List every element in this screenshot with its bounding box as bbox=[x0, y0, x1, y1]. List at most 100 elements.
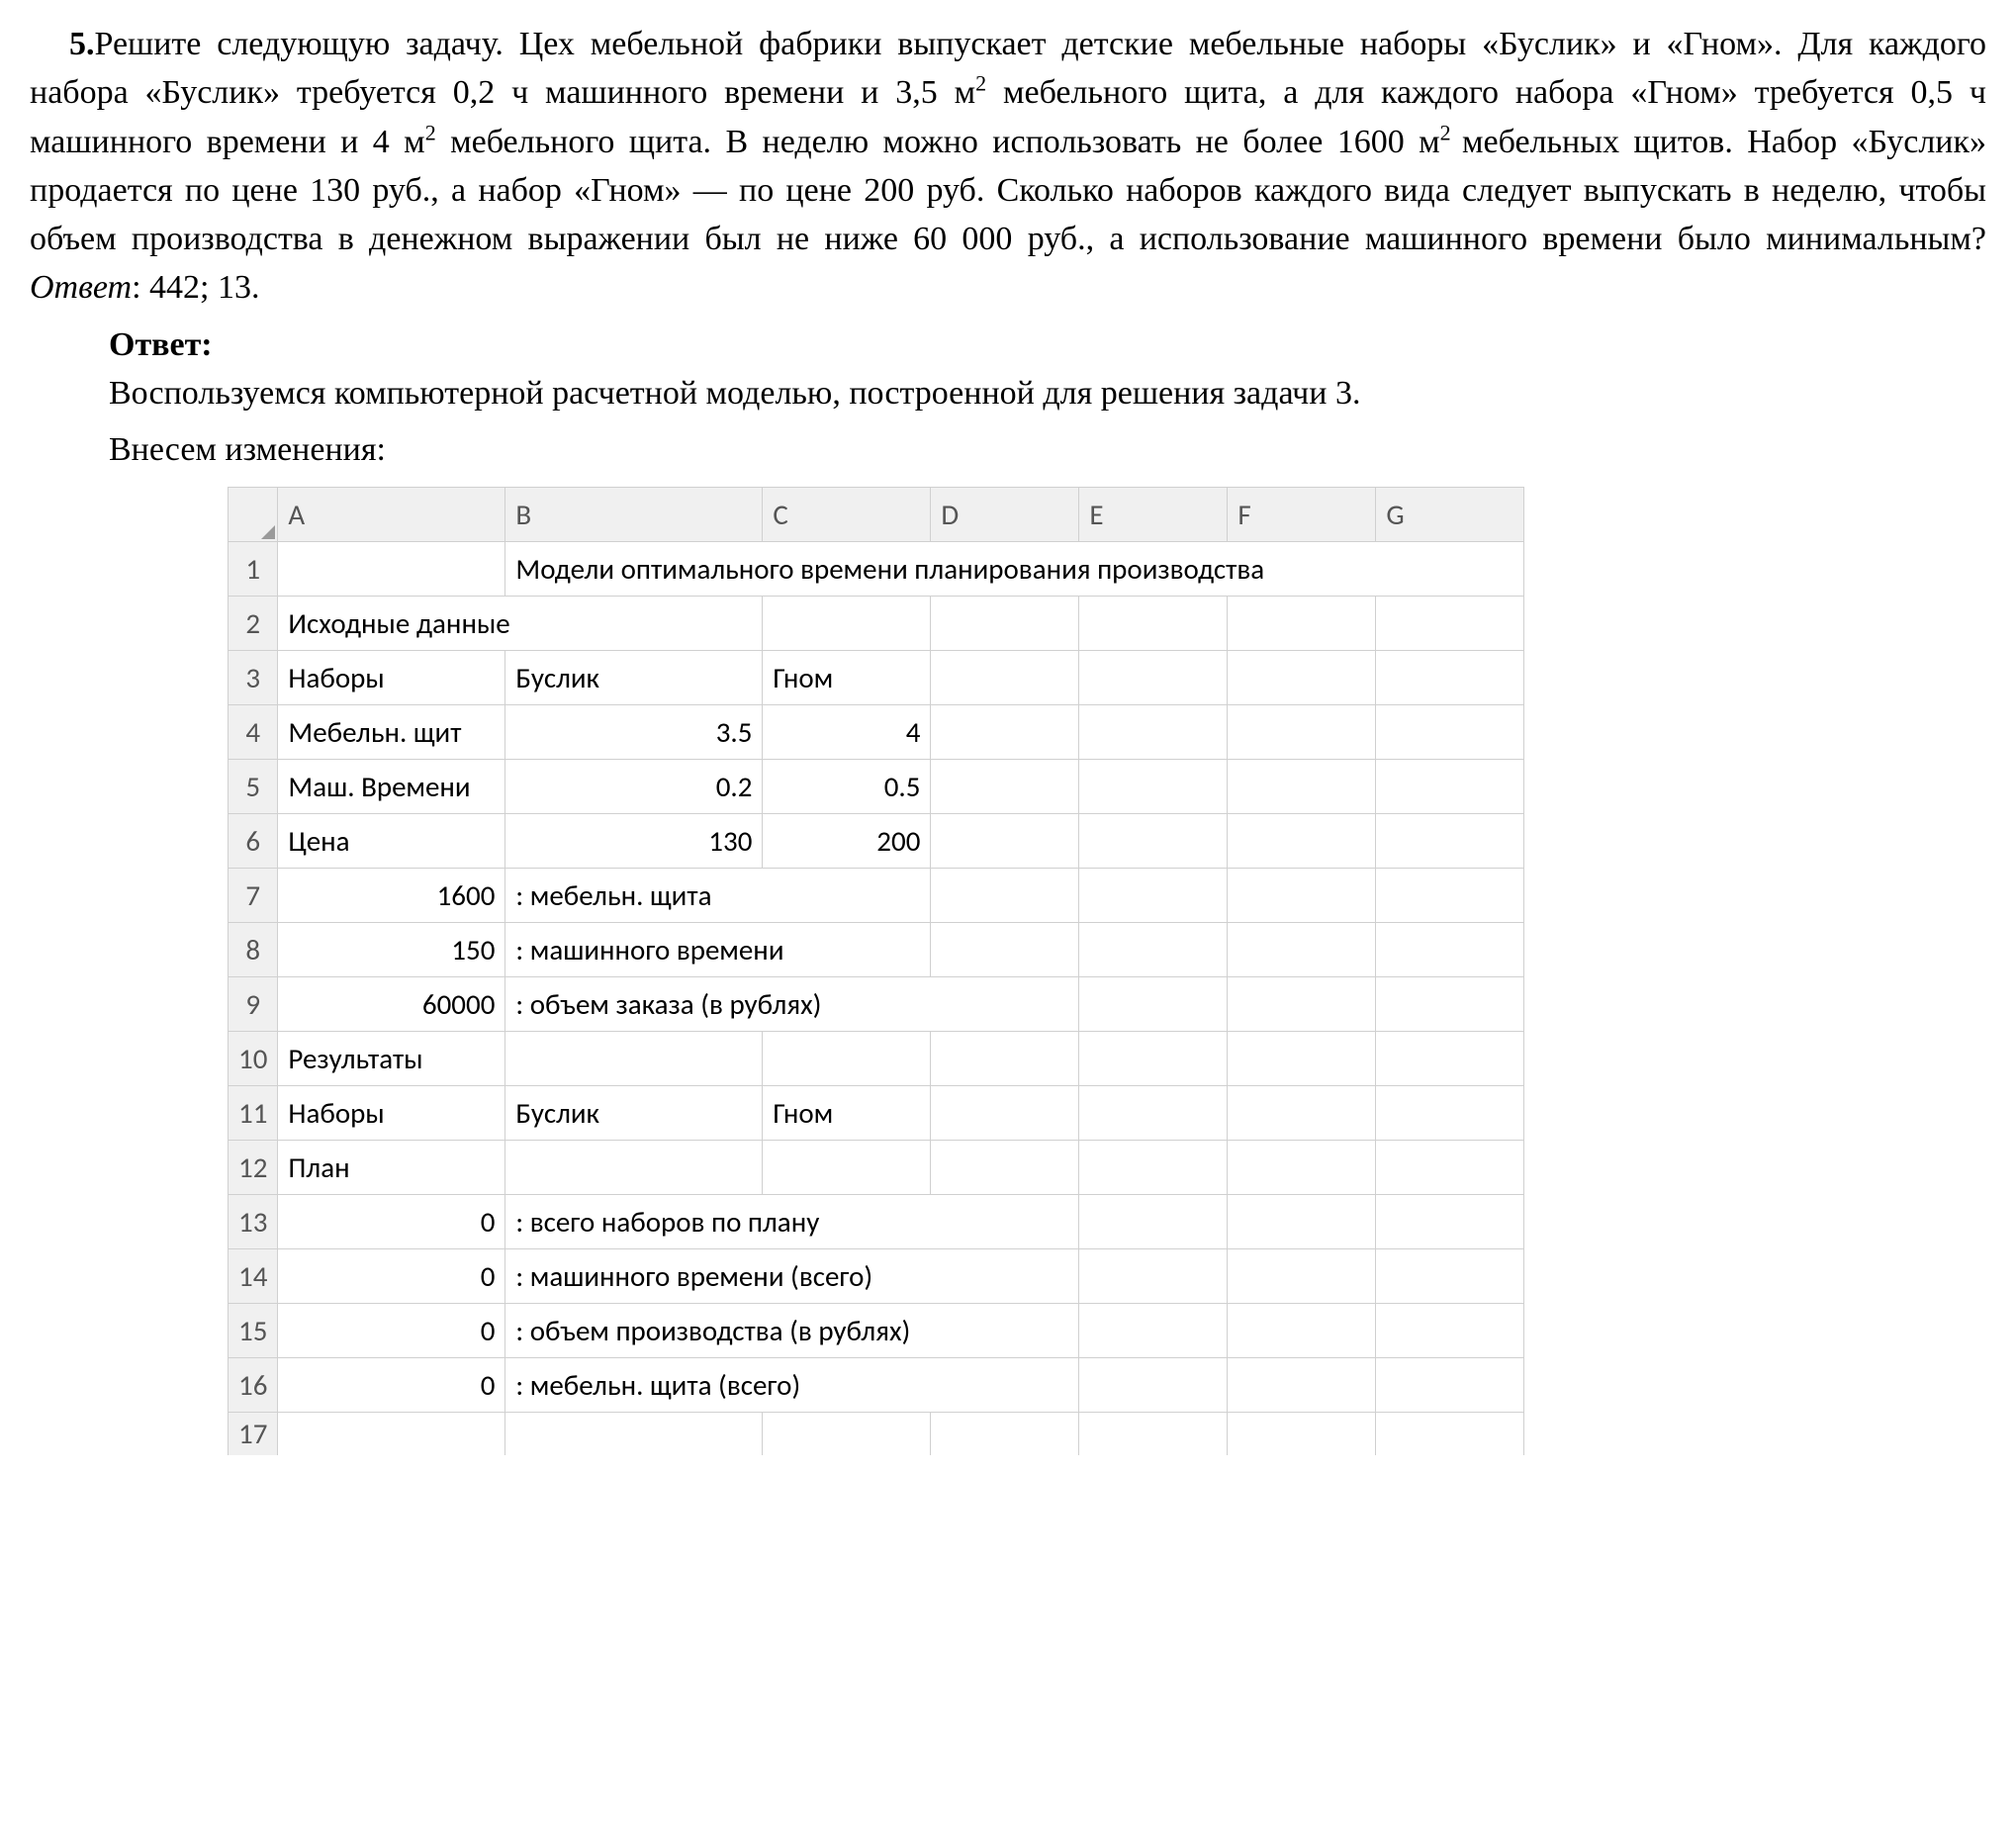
cell-G11[interactable] bbox=[1376, 1086, 1524, 1141]
cell-F14[interactable] bbox=[1228, 1249, 1376, 1304]
cell-C12[interactable] bbox=[763, 1141, 931, 1195]
cell-A4[interactable]: Мебельн. щит bbox=[278, 704, 505, 759]
col-header-A[interactable]: A bbox=[278, 487, 505, 541]
cell-A10[interactable]: Результаты bbox=[278, 1032, 505, 1086]
cell-E6[interactable] bbox=[1079, 813, 1228, 868]
cell-E13[interactable] bbox=[1079, 1195, 1228, 1249]
row-header-1[interactable]: 1 bbox=[229, 541, 278, 596]
cell-B16[interactable]: : мебельн. щита (всего) bbox=[505, 1358, 1079, 1413]
cell-C3[interactable]: Гном bbox=[763, 650, 931, 704]
cell-A11[interactable]: Наборы bbox=[278, 1086, 505, 1141]
cell-G10[interactable] bbox=[1376, 1032, 1524, 1086]
cell-G15[interactable] bbox=[1376, 1304, 1524, 1358]
cell-G16[interactable] bbox=[1376, 1358, 1524, 1413]
cell-F11[interactable] bbox=[1228, 1086, 1376, 1141]
cell-F3[interactable] bbox=[1228, 650, 1376, 704]
cell-F2[interactable] bbox=[1228, 596, 1376, 650]
cell-F6[interactable] bbox=[1228, 813, 1376, 868]
cell-A2[interactable]: Исходные данные bbox=[278, 596, 763, 650]
cell-E3[interactable] bbox=[1079, 650, 1228, 704]
cell-E4[interactable] bbox=[1079, 704, 1228, 759]
cell-A7[interactable]: 1600 bbox=[278, 869, 505, 923]
select-all-corner[interactable] bbox=[229, 487, 278, 541]
cell-F15[interactable] bbox=[1228, 1304, 1376, 1358]
row-header-3[interactable]: 3 bbox=[229, 650, 278, 704]
cell-D11[interactable] bbox=[931, 1086, 1079, 1141]
cell-G6[interactable] bbox=[1376, 813, 1524, 868]
cell-D10[interactable] bbox=[931, 1032, 1079, 1086]
cell-C10[interactable] bbox=[763, 1032, 931, 1086]
cell-D17[interactable] bbox=[931, 1413, 1079, 1455]
row-header-17[interactable]: 17 bbox=[229, 1413, 278, 1455]
cell-A17[interactable] bbox=[278, 1413, 505, 1455]
cell-G14[interactable] bbox=[1376, 1249, 1524, 1304]
row-header-6[interactable]: 6 bbox=[229, 813, 278, 868]
cell-G4[interactable] bbox=[1376, 704, 1524, 759]
cell-B3[interactable]: Буслик bbox=[505, 650, 763, 704]
cell-F10[interactable] bbox=[1228, 1032, 1376, 1086]
cell-E11[interactable] bbox=[1079, 1086, 1228, 1141]
cell-B7[interactable]: : мебельн. щита bbox=[505, 869, 931, 923]
cell-A5[interactable]: Маш. Времени bbox=[278, 759, 505, 813]
cell-F12[interactable] bbox=[1228, 1141, 1376, 1195]
cell-G9[interactable] bbox=[1376, 977, 1524, 1032]
cell-C5[interactable]: 0.5 bbox=[763, 759, 931, 813]
col-header-C[interactable]: C bbox=[763, 487, 931, 541]
cell-B6[interactable]: 130 bbox=[505, 813, 763, 868]
cell-C6[interactable]: 200 bbox=[763, 813, 931, 868]
cell-B10[interactable] bbox=[505, 1032, 763, 1086]
cell-A8[interactable]: 150 bbox=[278, 923, 505, 977]
cell-E17[interactable] bbox=[1079, 1413, 1228, 1455]
cell-B11[interactable]: Буслик bbox=[505, 1086, 763, 1141]
cell-F17[interactable] bbox=[1228, 1413, 1376, 1455]
cell-G3[interactable] bbox=[1376, 650, 1524, 704]
cell-F9[interactable] bbox=[1228, 977, 1376, 1032]
cell-A3[interactable]: Наборы bbox=[278, 650, 505, 704]
cell-B13[interactable]: : всего наборов по плану bbox=[505, 1195, 1079, 1249]
row-header-8[interactable]: 8 bbox=[229, 923, 278, 977]
cell-B4[interactable]: 3.5 bbox=[505, 704, 763, 759]
cell-A12[interactable]: План bbox=[278, 1141, 505, 1195]
cell-E12[interactable] bbox=[1079, 1141, 1228, 1195]
col-header-G[interactable]: G bbox=[1376, 487, 1524, 541]
cell-F8[interactable] bbox=[1228, 923, 1376, 977]
cell-F5[interactable] bbox=[1228, 759, 1376, 813]
row-header-2[interactable]: 2 bbox=[229, 596, 278, 650]
cell-E15[interactable] bbox=[1079, 1304, 1228, 1358]
row-header-16[interactable]: 16 bbox=[229, 1358, 278, 1413]
cell-D4[interactable] bbox=[931, 704, 1079, 759]
cell-D7[interactable] bbox=[931, 869, 1079, 923]
row-header-14[interactable]: 14 bbox=[229, 1249, 278, 1304]
cell-B8[interactable]: : машинного времени bbox=[505, 923, 931, 977]
cell-B15[interactable]: : объем производства (в рублях) bbox=[505, 1304, 1079, 1358]
cell-E5[interactable] bbox=[1079, 759, 1228, 813]
row-header-5[interactable]: 5 bbox=[229, 759, 278, 813]
cell-B9[interactable]: : объем заказа (в рублях) bbox=[505, 977, 1079, 1032]
cell-F16[interactable] bbox=[1228, 1358, 1376, 1413]
row-header-9[interactable]: 9 bbox=[229, 977, 278, 1032]
cell-E2[interactable] bbox=[1079, 596, 1228, 650]
cell-C4[interactable]: 4 bbox=[763, 704, 931, 759]
cell-D2[interactable] bbox=[931, 596, 1079, 650]
cell-B17[interactable] bbox=[505, 1413, 763, 1455]
cell-E8[interactable] bbox=[1079, 923, 1228, 977]
cell-A6[interactable]: Цена bbox=[278, 813, 505, 868]
col-header-F[interactable]: F bbox=[1228, 487, 1376, 541]
cell-G2[interactable] bbox=[1376, 596, 1524, 650]
cell-D3[interactable] bbox=[931, 650, 1079, 704]
cell-B14[interactable]: : машинного времени (всего) bbox=[505, 1249, 1079, 1304]
cell-A13[interactable]: 0 bbox=[278, 1195, 505, 1249]
cell-A14[interactable]: 0 bbox=[278, 1249, 505, 1304]
cell-C2[interactable] bbox=[763, 596, 931, 650]
row-header-10[interactable]: 10 bbox=[229, 1032, 278, 1086]
cell-G5[interactable] bbox=[1376, 759, 1524, 813]
col-header-B[interactable]: B bbox=[505, 487, 763, 541]
cell-A9[interactable]: 60000 bbox=[278, 977, 505, 1032]
col-header-D[interactable]: D bbox=[931, 487, 1079, 541]
row-header-12[interactable]: 12 bbox=[229, 1141, 278, 1195]
row-header-4[interactable]: 4 bbox=[229, 704, 278, 759]
cell-D5[interactable] bbox=[931, 759, 1079, 813]
cell-A16[interactable]: 0 bbox=[278, 1358, 505, 1413]
cell-D12[interactable] bbox=[931, 1141, 1079, 1195]
cell-D6[interactable] bbox=[931, 813, 1079, 868]
